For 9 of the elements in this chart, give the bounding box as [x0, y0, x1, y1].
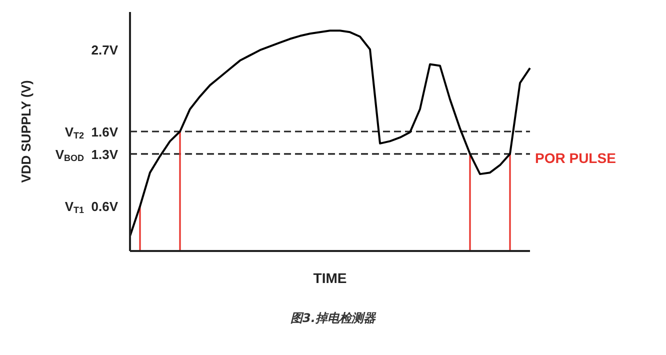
y-tick-label: V$_{T2}$ 1.6V	[64, 124, 118, 141]
x-axis-title: TIME	[313, 270, 347, 286]
y-tick-label: 2.7V	[91, 42, 118, 58]
line-series	[129, 30, 531, 238]
text: POR PULSE	[535, 150, 616, 166]
y-tick-label: V$_{BOD}$ 1.3V	[55, 146, 118, 164]
y-tick-label: V$_{T1}$ 0.6V	[64, 199, 118, 216]
y-axis-title: VDD SUPPLY (V)	[18, 80, 34, 183]
text: 图3.掉电检测器	[290, 310, 378, 327]
